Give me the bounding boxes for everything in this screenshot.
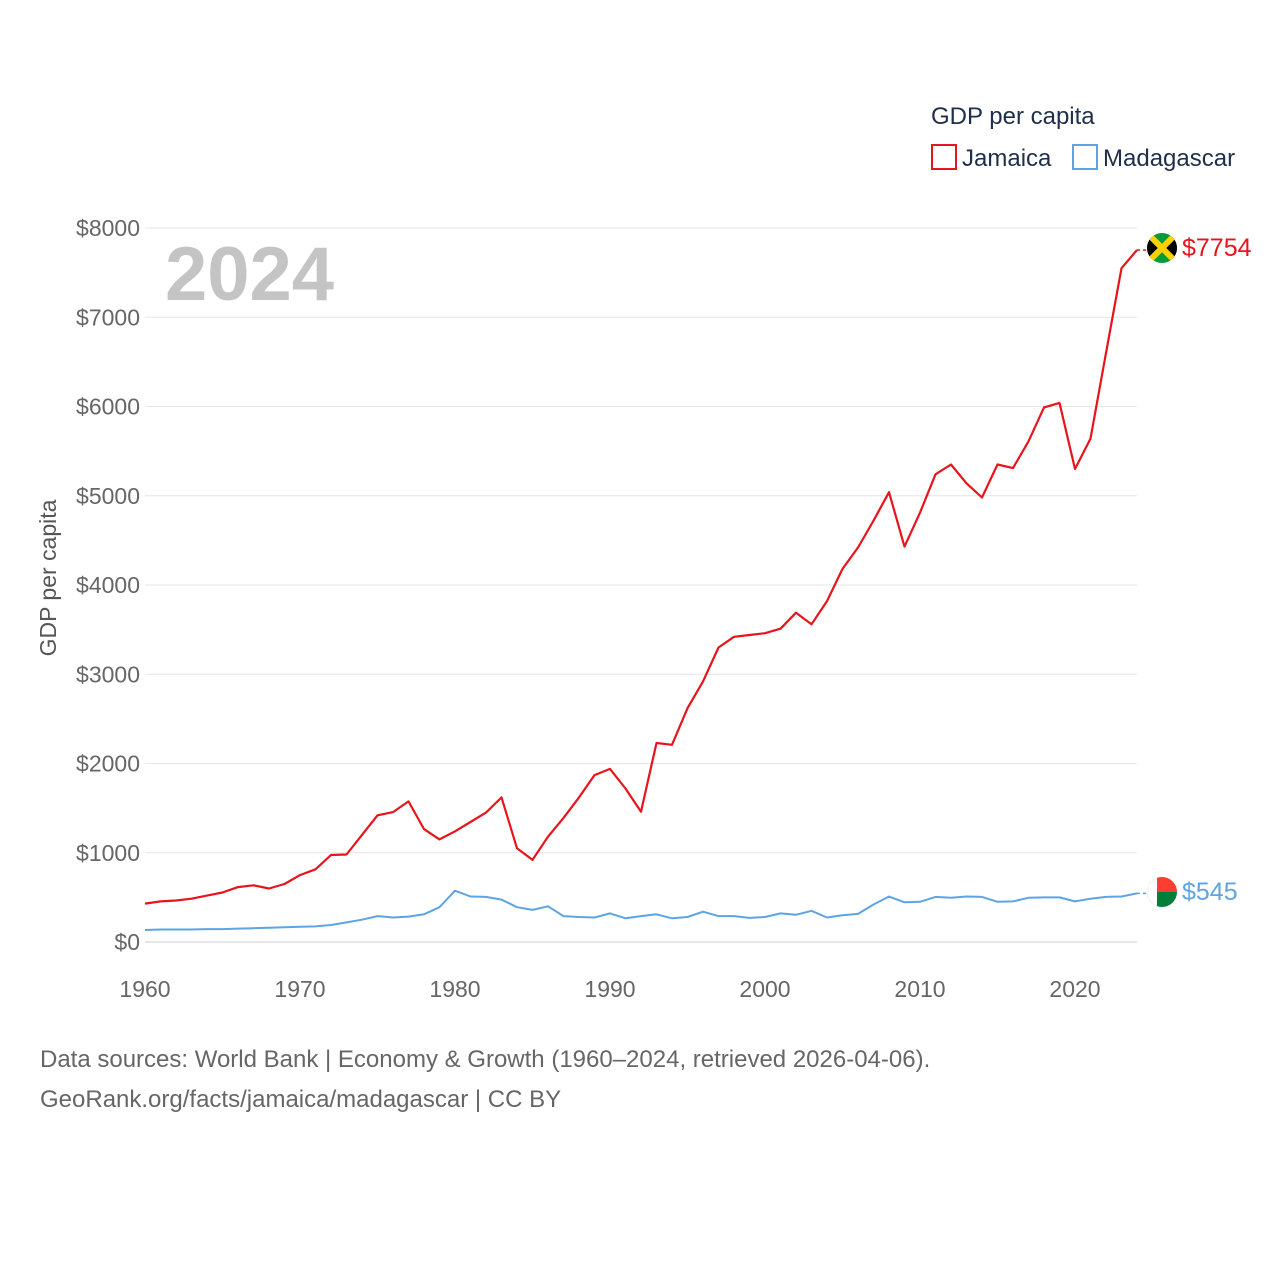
y-tick-label: $6000 <box>76 394 140 420</box>
gdp-line-chart: $0 $1000 $2000 $3000 $4000 $5000 $6000 $7000 $80… <box>35 103 1252 1002</box>
y-axis-title: GDP per capita <box>35 499 61 656</box>
series-lines <box>144 249 1147 931</box>
y-tick-label: $1000 <box>76 840 140 866</box>
x-tick-label: 1980 <box>429 976 480 1002</box>
y-axis-ticks: $0 $1000 $2000 $3000 $4000 $5000 $6000 $7000 $80… <box>76 215 140 955</box>
y-tick-label: $2000 <box>76 751 140 777</box>
legend-swatch-madagascar[interactable] <box>1072 144 1098 170</box>
y-tick-label: $8000 <box>76 215 140 241</box>
end-label-madagascar: $545 <box>1182 878 1238 906</box>
y-tick-label: $4000 <box>76 572 140 598</box>
x-tick-label: 2010 <box>894 976 945 1002</box>
footer-sources: Data sources: World Bank | Economy & Gro… <box>40 1046 931 1073</box>
x-tick-label: 2000 <box>739 976 790 1002</box>
legend-swatch-jamaica[interactable] <box>931 144 957 170</box>
series-line-jamaica[interactable] <box>144 249 1138 905</box>
footer: Data sources: World Bank | Economy & Gro… <box>40 1040 930 1120</box>
madagascar-flag-icon <box>1147 877 1177 907</box>
y-tick-label: $5000 <box>76 483 140 509</box>
legend-title: GDP per capita <box>931 103 1095 130</box>
y-tick-label: $3000 <box>76 661 140 687</box>
y-tick-label: $7000 <box>76 304 140 330</box>
y-tick-label: $0 <box>114 929 140 955</box>
grid-lines <box>145 227 1137 943</box>
footer-link[interactable]: GeoRank.org/facts/jamaica/madagascar | C… <box>40 1086 562 1113</box>
jamaica-flag-icon <box>1147 233 1177 263</box>
x-axis-ticks: 1960 1970 1980 1990 2000 2010 2020 <box>119 976 1100 1002</box>
series-line-madagascar[interactable] <box>144 889 1138 931</box>
x-tick-label: 1990 <box>584 976 635 1002</box>
x-tick-label: 1970 <box>274 976 325 1002</box>
legend: GDP per capita Jamaica Madagascar <box>931 103 1235 172</box>
end-label-jamaica: $7754 <box>1182 234 1252 262</box>
year-label: 2024 <box>165 232 334 317</box>
legend-label-jamaica[interactable]: Jamaica <box>962 145 1052 172</box>
x-tick-label: 2020 <box>1049 976 1100 1002</box>
legend-label-madagascar[interactable]: Madagascar <box>1103 145 1235 172</box>
x-tick-label: 1960 <box>119 976 170 1002</box>
